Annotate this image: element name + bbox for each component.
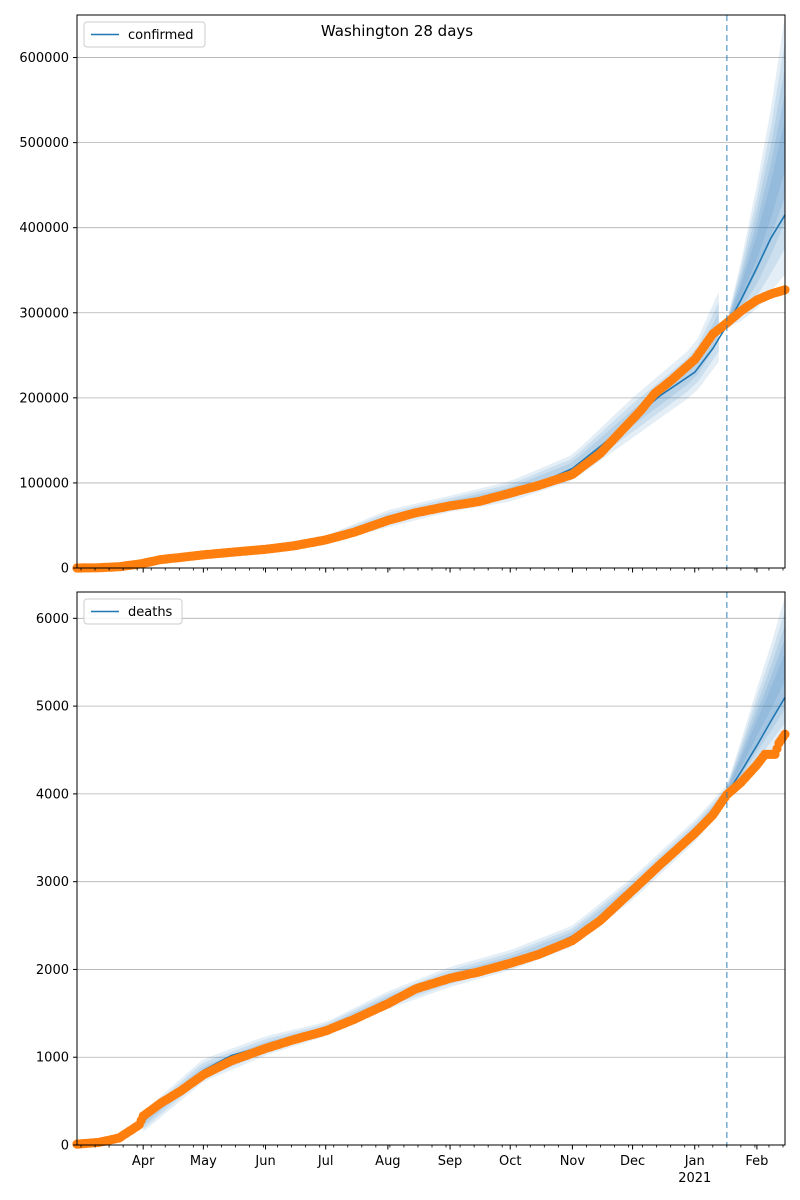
y-tick-label: 3000 bbox=[36, 875, 69, 890]
forecast-band bbox=[726, 652, 785, 793]
observed-points bbox=[72, 729, 790, 1149]
y-axis: 0 100000 200000 300000 400000 500000 600000 bbox=[19, 51, 77, 577]
y-tick-label: 600000 bbox=[19, 51, 69, 66]
forecast-band bbox=[726, 638, 785, 794]
uncertainty-bands bbox=[143, 785, 727, 1132]
y-tick-label: 0 bbox=[61, 562, 69, 577]
y-tick-label: 200000 bbox=[19, 391, 69, 406]
legend-label: deaths bbox=[128, 605, 173, 620]
y-axis: 0 1000 2000 3000 4000 5000 6000 bbox=[36, 612, 77, 1154]
x-tick-label: Oct bbox=[499, 1154, 521, 1169]
forecast-band bbox=[726, 66, 785, 327]
forecast-band bbox=[726, 15, 785, 329]
x-tick-label: Feb bbox=[745, 1154, 768, 1169]
y-tick-label: 4000 bbox=[36, 787, 69, 802]
y-tick-label: 6000 bbox=[36, 612, 69, 627]
legend-box bbox=[83, 598, 183, 625]
x-tick-label: Apr bbox=[132, 1154, 155, 1169]
x-axis bbox=[80, 568, 784, 573]
y-tick-label: 500000 bbox=[19, 136, 69, 151]
y-tick-label: 0 bbox=[61, 1139, 69, 1154]
legend: confirmed bbox=[83, 21, 206, 48]
x-year-label: 2021 bbox=[678, 1171, 711, 1186]
legend-box bbox=[83, 21, 206, 48]
forecast-band bbox=[726, 40, 785, 328]
forecast-bands bbox=[726, 596, 785, 798]
observed-points bbox=[72, 285, 790, 573]
confirmed-panel: 0 100000 200000 300000 400000 500000 600000 con… bbox=[19, 14, 790, 577]
x-tick-label: Jan bbox=[684, 1154, 705, 1169]
fit-band bbox=[143, 790, 727, 1126]
fit-band bbox=[143, 787, 727, 1129]
y-tick-label: 5000 bbox=[36, 700, 69, 715]
fit-band bbox=[143, 785, 727, 1132]
forecast-bands bbox=[726, 15, 785, 329]
x-tick-label: May bbox=[190, 1154, 217, 1169]
forecast-band bbox=[726, 596, 785, 798]
chart-title: Washington 28 days bbox=[321, 22, 473, 40]
forecast-band bbox=[726, 610, 785, 797]
y-tick-label: 300000 bbox=[19, 306, 69, 321]
x-tick-label: Dec bbox=[620, 1154, 645, 1169]
axes-frame bbox=[76, 14, 786, 569]
x-tick-label: Nov bbox=[560, 1154, 586, 1169]
axes-frame bbox=[76, 591, 786, 1146]
gridlines bbox=[77, 617, 785, 1146]
x-axis: Apr May Jun Jul Aug Sep Oct Nov Dec Jan Feb 2021 bbox=[80, 1145, 784, 1186]
y-tick-label: 2000 bbox=[36, 963, 69, 978]
y-tick-label: 100000 bbox=[19, 476, 69, 491]
x-tick-label: Jul bbox=[317, 1154, 334, 1169]
x-tick-label: Jun bbox=[254, 1154, 275, 1169]
gridlines bbox=[77, 57, 785, 569]
y-tick-label: 1000 bbox=[36, 1051, 69, 1066]
x-tick-label: Sep bbox=[438, 1154, 463, 1169]
x-tick-label: Aug bbox=[375, 1154, 400, 1169]
y-tick-label: 400000 bbox=[19, 221, 69, 236]
deaths-panel: 0 1000 2000 3000 4000 5000 6000 Apr May Jun Jul Aug… bbox=[36, 591, 790, 1186]
forecast-band bbox=[726, 92, 785, 326]
legend: deaths bbox=[83, 598, 183, 625]
legend-label: confirmed bbox=[128, 28, 194, 43]
forecast-band bbox=[726, 624, 785, 795]
